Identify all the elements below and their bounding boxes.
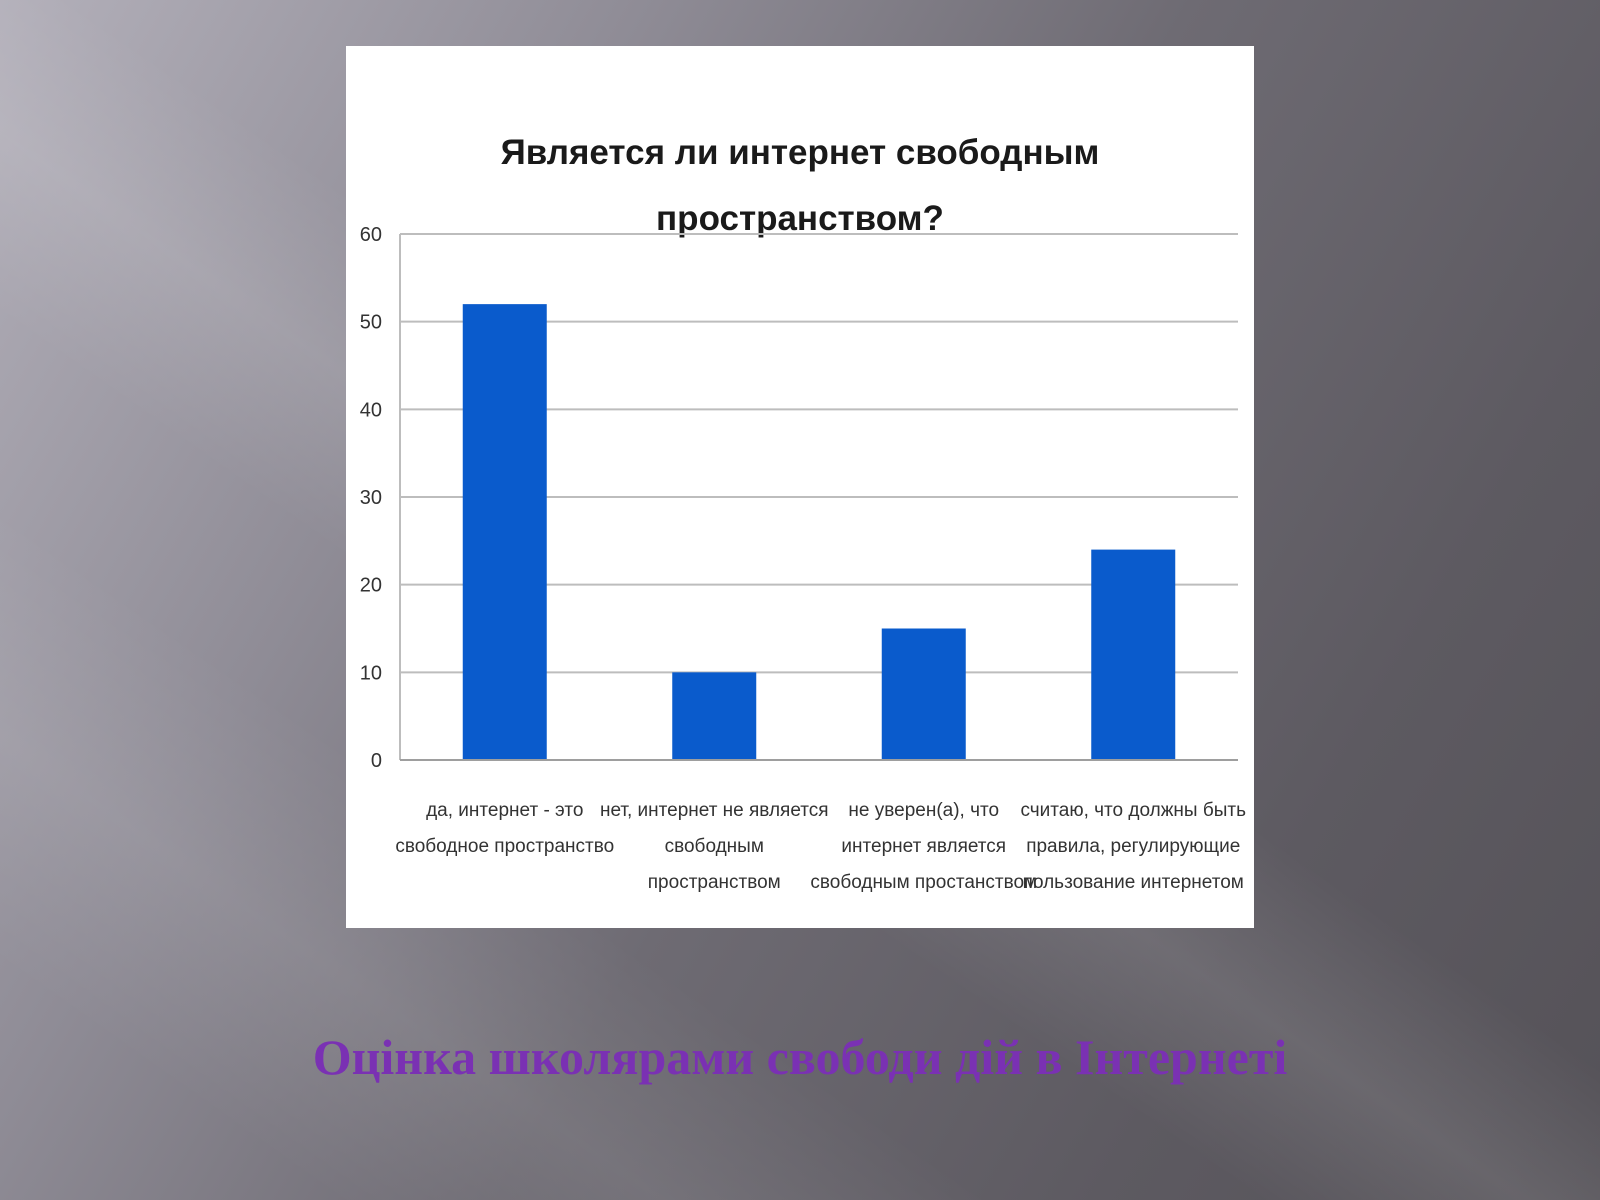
bar [462,304,547,760]
x-category-label-line: пользование интернетом [1023,872,1244,893]
x-category-label-line: нет, интернет не является [600,800,829,821]
chart-title: Является ли интернет свободным пространс… [500,133,1100,238]
x-category-label: не уверен(а), что интернет является свобод… [810,800,1037,893]
y-tick-label: 60 [360,224,382,246]
x-category-label-line: свободное пространство [395,836,614,857]
x-category-label-line: свободным [665,836,764,857]
x-category-label: считаю, что должны быть правила, регулиру… [1021,800,1247,893]
slide-caption: Оцінка школярами свободи дій в Інтернеті [312,1029,1288,1085]
y-tick-label: 30 [360,487,382,509]
chart-panel: Является ли интернет свободным пространс… [346,46,1254,928]
x-category-label-line: пространством [648,872,781,893]
x-category-label-line: интернет является [841,836,1006,857]
x-category-label: нет, интернет не является свободным простр… [600,800,829,893]
x-category-label-line: считаю, что должны быть [1021,800,1247,821]
y-tick-label: 0 [371,750,382,772]
x-category-label-line: да, интернет - это [426,800,583,821]
y-tick-label: 40 [360,399,382,421]
x-category-label-line: свободным простанством [810,872,1037,893]
bar-chart: 0 10 20 30 40 50 60 да, интернет - это свободное… [360,224,1247,893]
x-category-label-line: правила, регулирующие [1026,836,1240,857]
bar [1091,549,1176,760]
x-category-label: да, интернет - это свободное пространство [395,800,614,857]
x-category-label-line: не уверен(а), что [848,800,999,821]
y-tick-label: 10 [360,662,382,684]
y-tick-label: 50 [360,312,382,334]
bar [881,628,966,760]
y-tick-label: 20 [360,575,382,597]
bar [672,672,757,760]
